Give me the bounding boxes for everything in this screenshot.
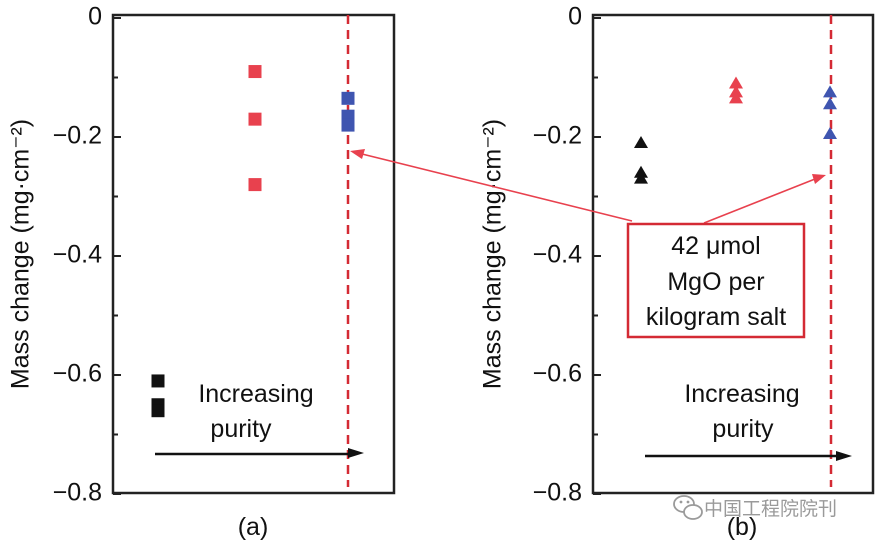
- panel-a-data-point-red: [248, 178, 262, 192]
- callout-line-2: MgO per: [667, 268, 764, 296]
- panel-b-y-tick-label: −0.4: [533, 241, 582, 269]
- panel-a-label: (a): [238, 513, 269, 541]
- panel-b-annotation-line-2: purity: [712, 415, 774, 443]
- panel-a-purity-arrow-head: [348, 448, 364, 458]
- panel-b-y-ticks: [593, 17, 601, 495]
- panel-b-markers: [634, 76, 837, 184]
- panel-b-y-tick-labels: 0 −0.2 −0.4 −0.6 −0.8: [533, 3, 582, 507]
- panel-a-data-point-blue: [341, 118, 355, 132]
- callout-box: [626, 222, 806, 339]
- panel-b-data-point-blue: [823, 85, 837, 98]
- panel-a-markers: [151, 65, 355, 418]
- panel-a-annotation-line-1: Increasing: [198, 380, 313, 408]
- panel-b-frame: [591, 13, 875, 495]
- watermark-text: 中国工程院院刊: [704, 498, 837, 520]
- callout-line-3: kilogram salt: [646, 303, 786, 331]
- panel-b-y-tick-label: −0.2: [533, 122, 582, 150]
- panel-a-data-point-blue: [341, 91, 355, 105]
- panel-a-purity-arrow: [155, 448, 364, 458]
- panel-b-y-tick-label: −0.6: [533, 360, 582, 388]
- panel-a-y-tick-label: −0.4: [53, 241, 102, 269]
- panel-a-data-point-red: [248, 65, 262, 79]
- panel-b-purity-arrow-head: [836, 451, 852, 461]
- panel-a-y-tick-label: −0.8: [53, 479, 102, 507]
- panel-a-y-ticks: [113, 17, 121, 495]
- panel-b-data-point-black: [634, 135, 648, 148]
- panel-b-data-point-blue: [823, 97, 837, 110]
- callout: 42 μmol MgO per kilogram salt: [350, 149, 826, 339]
- panel-b-y-tick-label: −0.8: [533, 479, 582, 507]
- panel-a-data-point-black: [151, 404, 165, 418]
- panel-a-y-tick-label: −0.2: [53, 122, 102, 150]
- panel-b-y-tick-label: 0: [568, 3, 582, 31]
- panel-a-data-point-red: [248, 112, 262, 126]
- wechat-icon: [673, 495, 703, 520]
- panel-b-data-point-blue: [823, 127, 837, 140]
- panel-b-label: (b): [727, 513, 758, 541]
- callout-arrow-right-line: [703, 178, 816, 224]
- watermark: 中国工程院院刊: [673, 495, 837, 520]
- panel-a-y-tick-labels: 0 −0.2 −0.4 −0.6 −0.8: [53, 3, 102, 507]
- panel-a-y-tick-label: −0.6: [53, 360, 102, 388]
- panel-a-y-tick-label: 0: [88, 3, 102, 31]
- callout-arrow-right-head: [812, 174, 826, 184]
- panel-a-data-point-black: [151, 374, 165, 388]
- panel-a: Mass change (mg·cm⁻²) 0−0.2−0.4−0.6−0.8 …: [7, 3, 396, 541]
- panel-b: Mass change (mg·cm⁻²) 0−0.2−0.4−0.6−0.8 …: [479, 3, 875, 541]
- panel-a-annotation-line-2: purity: [210, 415, 272, 443]
- panel-b-annotation-line-1: Increasing: [684, 380, 799, 408]
- panel-b-data-point-black: [634, 171, 648, 184]
- panel-a-frame: [111, 13, 396, 495]
- panel-a-y-axis-title: Mass change (mg·cm⁻²): [7, 119, 35, 389]
- panel-b-purity-arrow: [645, 451, 852, 461]
- panel-b-data-point-red: [729, 91, 743, 104]
- panel-b-data-point-red: [729, 76, 743, 89]
- callout-arrow-left-head: [350, 149, 365, 159]
- callout-line-1: 42 μmol: [671, 232, 760, 260]
- callout-arrow-left-line: [361, 153, 633, 222]
- panel-b-y-axis-title: Mass change (mg·cm⁻²): [479, 119, 507, 389]
